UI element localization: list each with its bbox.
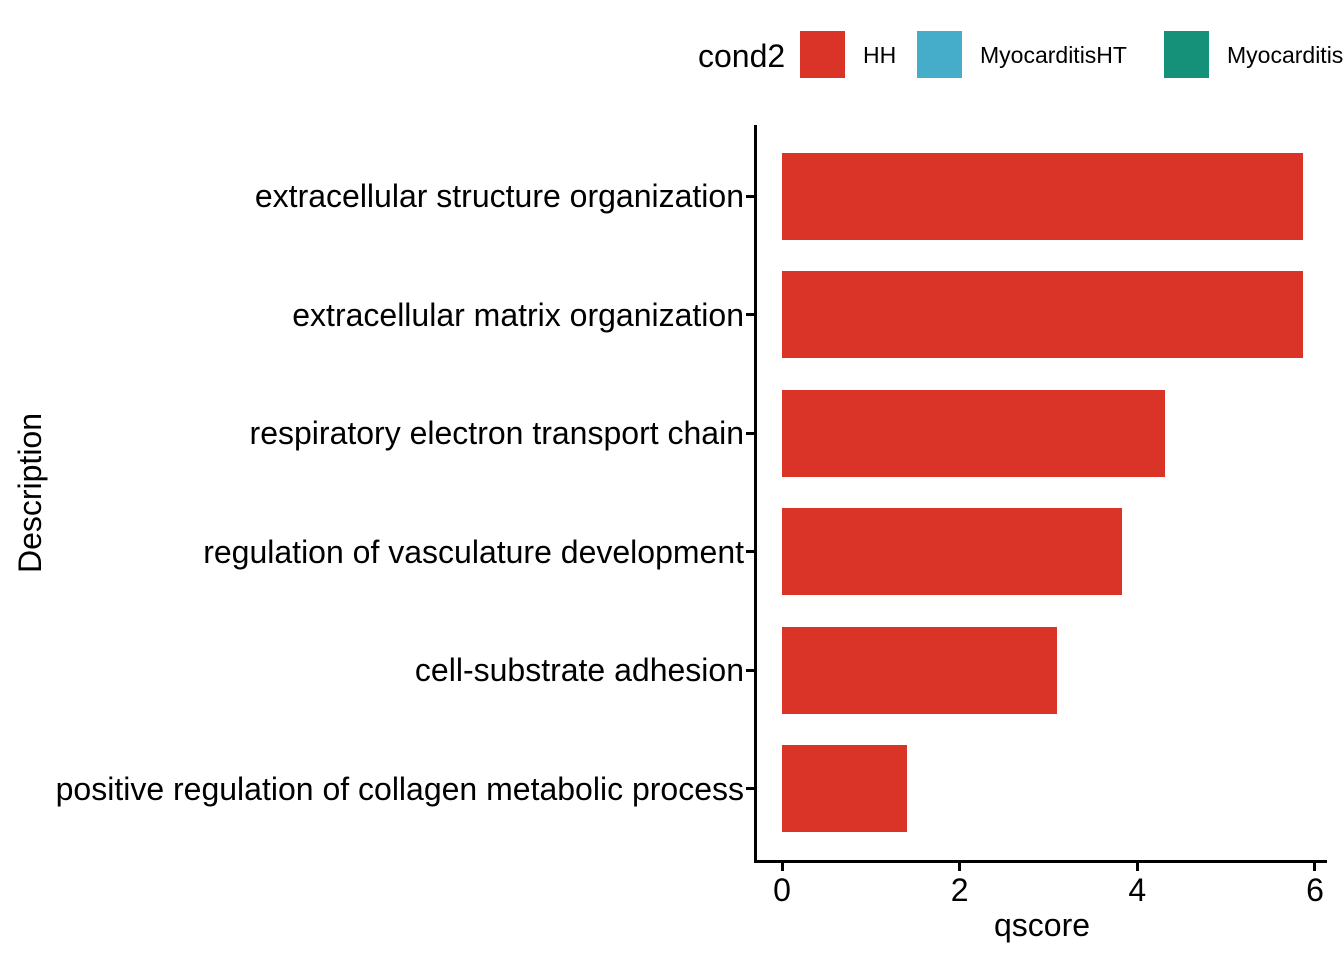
bar [782,389,1165,477]
x-tick-label: 2 [950,872,969,908]
legend-swatch-myocarditisht [917,31,962,78]
legend: cond2 HH MyocarditisHT Myocarditis [0,0,1344,110]
legend-item-label: Myocarditis [1227,42,1344,68]
x-axis-line [754,860,1327,863]
y-tick [746,550,755,554]
category-label: cell-substrate adhesion [414,652,744,689]
y-tick [746,194,755,198]
category-label: extracellular matrix organization [292,296,744,333]
y-tick [746,431,755,435]
y-tick [746,668,755,672]
category-label: extracellular structure organization [254,178,744,215]
x-tick-label: 4 [1128,872,1147,908]
bar [782,508,1123,596]
x-tick [780,862,784,871]
x-tick [1313,862,1317,871]
bar [782,626,1058,714]
legend-swatch-hh [800,31,845,78]
y-axis-title: Description [12,412,48,574]
bar [782,271,1304,359]
x-tick [1135,862,1139,871]
category-label: respiratory electron transport chain [249,415,744,452]
y-axis-line [754,125,757,860]
bar [782,152,1304,240]
y-tick [746,787,755,791]
category-label: regulation of vasculature development [203,533,744,570]
category-label: positive regulation of collagen metaboli… [55,770,744,807]
legend-item-label: HH [863,42,897,68]
bar [782,745,908,833]
legend-item-label: MyocarditisHT [980,42,1127,68]
x-tick-label: 0 [773,872,791,908]
legend-title: cond2 [698,38,786,74]
x-axis-title: qscore [993,907,1091,943]
x-tick [958,862,962,871]
legend-swatch-myocarditis [1164,31,1209,78]
y-tick [746,313,755,317]
x-tick-label: 6 [1306,872,1324,908]
